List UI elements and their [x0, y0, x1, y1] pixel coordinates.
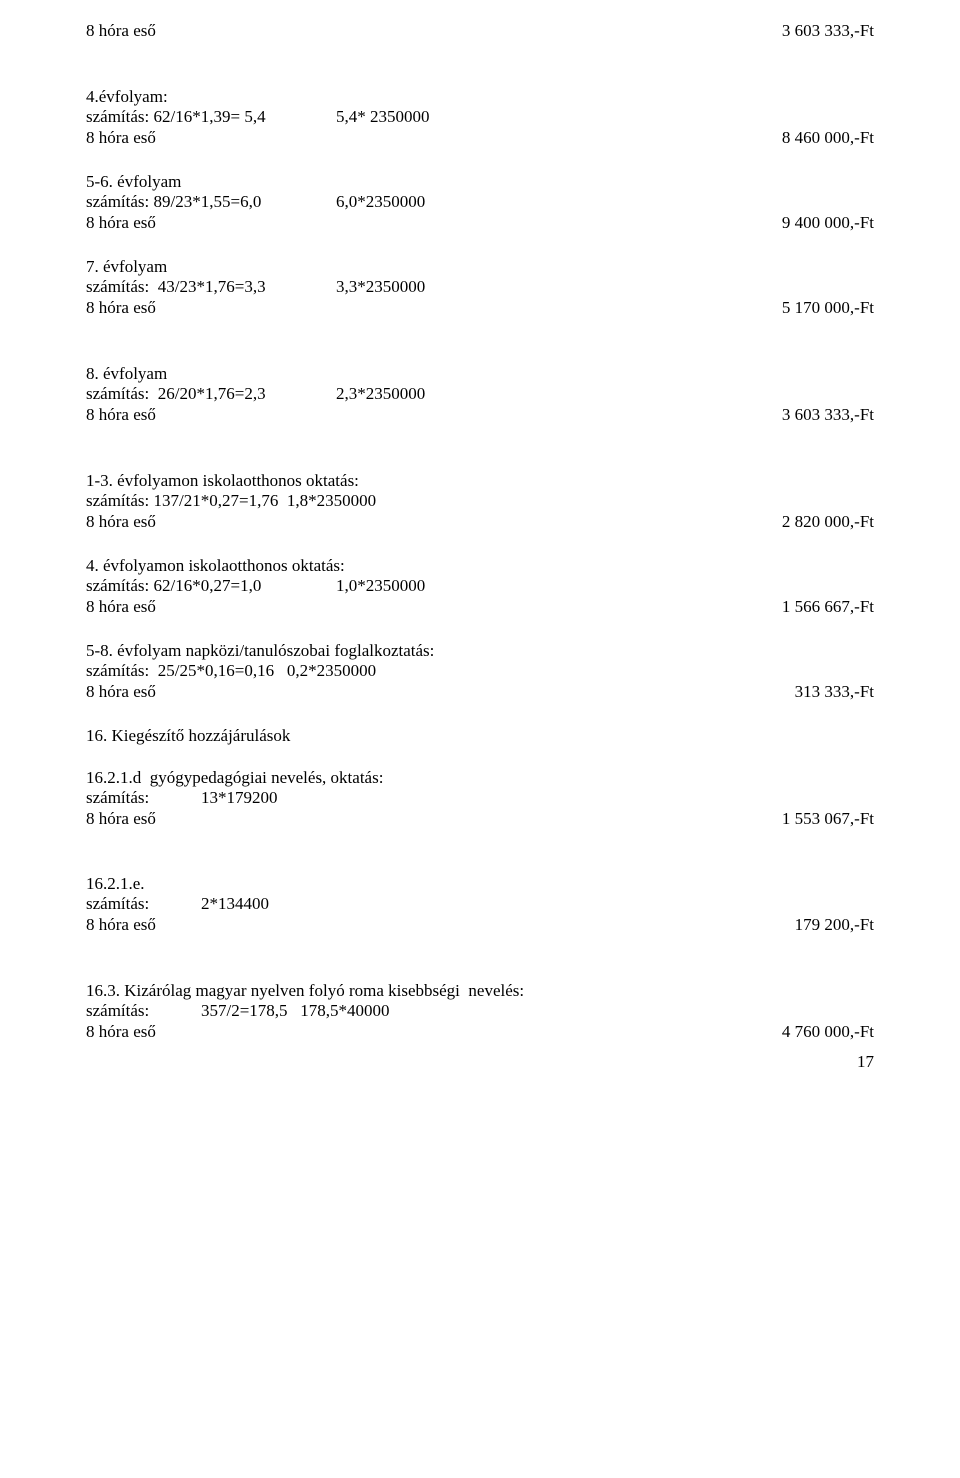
- row-label: 8 hóra eső: [86, 297, 156, 320]
- calc-right: 2,3*2350000: [336, 384, 425, 403]
- text-row: 8 hóra eső 8 460 000,-Ft: [86, 127, 874, 150]
- calc-line: számítás:13*179200: [86, 788, 874, 808]
- row-value: 5 170 000,-Ft: [782, 297, 874, 320]
- text-line: 4. évfolyamon iskolaotthonos oktatás:: [86, 556, 874, 576]
- calc-right: 357/2=178,5 178,5*40000: [201, 1001, 390, 1020]
- row-value: 1 566 667,-Ft: [782, 596, 874, 619]
- row-label: 8 hóra eső: [86, 511, 156, 534]
- row-label: 8 hóra eső: [86, 681, 156, 704]
- spacer: [86, 534, 874, 556]
- calc-line: számítás: 89/23*1,55=6,06,0*2350000: [86, 192, 874, 212]
- calc-right: 3,3*2350000: [336, 277, 425, 296]
- calc-line: számítás: 62/16*0,27=1,01,0*2350000: [86, 576, 874, 596]
- row-value: 313 333,-Ft: [795, 681, 874, 704]
- row-value: 179 200,-Ft: [795, 914, 874, 937]
- text-line: számítás: 137/21*0,27=1,76 1,8*2350000: [86, 491, 874, 511]
- text-line: 7. évfolyam: [86, 257, 874, 277]
- row-label: 8 hóra eső: [86, 212, 156, 235]
- calc-line: számítás: 26/20*1,76=2,32,3*2350000: [86, 384, 874, 404]
- row-value: 8 460 000,-Ft: [782, 127, 874, 150]
- calc-left: számítás:: [86, 894, 201, 914]
- row-value: 1 553 067,-Ft: [782, 808, 874, 831]
- text-row: 8 hóra eső 179 200,-Ft: [86, 914, 874, 937]
- spacer: [86, 320, 874, 364]
- spacer: [86, 235, 874, 257]
- row-value: 4 760 000,-Ft: [782, 1021, 874, 1044]
- text-row: 8 hóra eső 313 333,-Ft: [86, 681, 874, 704]
- spacer: [86, 830, 874, 874]
- calc-left: számítás:: [86, 788, 201, 808]
- calc-right: 5,4* 2350000: [336, 107, 430, 126]
- row-label: 8 hóra eső: [86, 404, 156, 427]
- text-line: 5-6. évfolyam: [86, 172, 874, 192]
- row-value: 3 603 333,-Ft: [782, 20, 874, 43]
- text-row: 8 hóra eső 3 603 333,-Ft: [86, 20, 874, 43]
- calc-left: számítás: 26/20*1,76=2,3: [86, 384, 336, 404]
- text-line: 16.2.1.e.: [86, 874, 874, 894]
- calc-line: számítás: 62/16*1,39= 5,45,4* 2350000: [86, 107, 874, 127]
- spacer: [86, 150, 874, 172]
- page-number: 17: [86, 1052, 874, 1072]
- text-line: 16.2.1.d gyógypedagógiai nevelés, oktatá…: [86, 768, 874, 788]
- calc-line: számítás:2*134400: [86, 894, 874, 914]
- text-line: 16.3. Kizárólag magyar nyelven folyó rom…: [86, 981, 874, 1001]
- row-label: 8 hóra eső: [86, 808, 156, 831]
- spacer: [86, 746, 874, 768]
- spacer: [86, 619, 874, 641]
- calc-left: számítás: 43/23*1,76=3,3: [86, 277, 336, 297]
- text-row: 8 hóra eső 1 566 667,-Ft: [86, 596, 874, 619]
- calc-line: számítás:357/2=178,5 178,5*40000: [86, 1001, 874, 1021]
- calc-line: számítás: 43/23*1,76=3,33,3*2350000: [86, 277, 874, 297]
- text-line: 4.évfolyam:: [86, 87, 874, 107]
- row-label: 8 hóra eső: [86, 596, 156, 619]
- spacer: [86, 704, 874, 726]
- row-label: 8 hóra eső: [86, 20, 156, 43]
- calc-right: 1,0*2350000: [336, 576, 425, 595]
- spacer: [86, 937, 874, 981]
- text-line: 5-8. évfolyam napközi/tanulószobai fogla…: [86, 641, 874, 661]
- row-label: 8 hóra eső: [86, 127, 156, 150]
- text-row: 8 hóra eső 2 820 000,-Ft: [86, 511, 874, 534]
- text-line: 16. Kiegészítő hozzájárulások: [86, 726, 874, 746]
- calc-right: 6,0*2350000: [336, 192, 425, 211]
- row-value: 3 603 333,-Ft: [782, 404, 874, 427]
- text-row: 8 hóra eső 4 760 000,-Ft: [86, 1021, 874, 1044]
- spacer: [86, 43, 874, 87]
- calc-right: 13*179200: [201, 788, 278, 807]
- text-line: 8. évfolyam: [86, 364, 874, 384]
- text-row: 8 hóra eső 9 400 000,-Ft: [86, 212, 874, 235]
- row-label: 8 hóra eső: [86, 1021, 156, 1044]
- row-value: 2 820 000,-Ft: [782, 511, 874, 534]
- calc-left: számítás:: [86, 1001, 201, 1021]
- calc-right: 2*134400: [201, 894, 269, 913]
- text-line: 1-3. évfolyamon iskolaotthonos oktatás:: [86, 471, 874, 491]
- spacer: [86, 427, 874, 471]
- row-value: 9 400 000,-Ft: [782, 212, 874, 235]
- row-label: 8 hóra eső: [86, 914, 156, 937]
- text-row: 8 hóra eső 3 603 333,-Ft: [86, 404, 874, 427]
- calc-left: számítás: 89/23*1,55=6,0: [86, 192, 336, 212]
- document-page: 8 hóra eső3 603 333,-Ft4.évfolyam:számít…: [0, 0, 960, 1092]
- text-line: számítás: 25/25*0,16=0,16 0,2*2350000: [86, 661, 874, 681]
- calc-left: számítás: 62/16*1,39= 5,4: [86, 107, 336, 127]
- text-row: 8 hóra eső 5 170 000,-Ft: [86, 297, 874, 320]
- text-row: 8 hóra eső 1 553 067,-Ft: [86, 808, 874, 831]
- calc-left: számítás: 62/16*0,27=1,0: [86, 576, 336, 596]
